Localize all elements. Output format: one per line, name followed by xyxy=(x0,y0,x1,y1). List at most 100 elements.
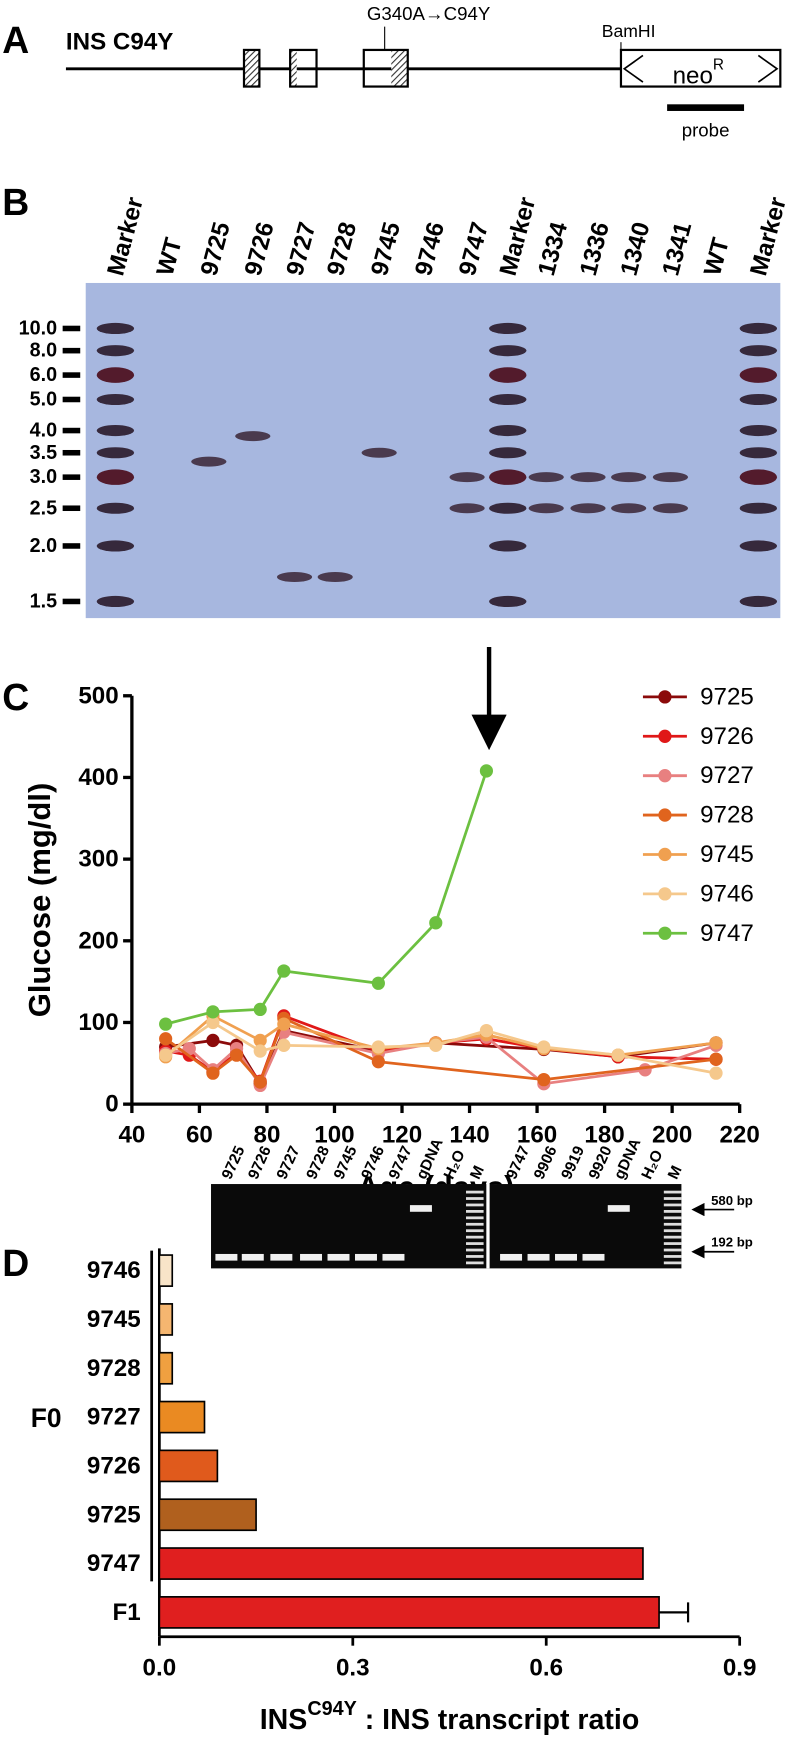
gel-lane-label: 9747 xyxy=(503,1144,533,1183)
gel-band xyxy=(382,1253,405,1261)
size-label: 8.0 xyxy=(30,340,57,362)
x-tick-label: 180 xyxy=(584,1122,624,1149)
lane-label: 9728 xyxy=(322,219,362,278)
marker-band xyxy=(489,367,527,383)
gel-band xyxy=(354,1253,377,1261)
marker-band xyxy=(739,595,778,608)
gel-band xyxy=(270,1253,293,1261)
construct-label: INS C94Y xyxy=(66,29,173,56)
data-point xyxy=(479,764,494,778)
blot-band xyxy=(276,572,313,583)
legend-marker xyxy=(658,729,672,743)
marker-band xyxy=(489,595,527,608)
panel-label: B xyxy=(2,181,29,223)
data-point xyxy=(709,1052,723,1066)
marker-band xyxy=(96,367,135,383)
data-point xyxy=(253,1044,267,1058)
x-axis-title: INSC94Y : INS transcript ratio xyxy=(260,1698,640,1736)
ladder-band xyxy=(465,1235,484,1239)
ladder-band xyxy=(465,1216,484,1220)
lane-label: 9745 xyxy=(366,219,406,278)
marker-band xyxy=(489,425,527,437)
gel-lane-label: 9728 xyxy=(303,1143,333,1182)
size-label: 3.5 xyxy=(30,442,57,464)
exon xyxy=(289,48,318,88)
ladder-band xyxy=(663,1229,682,1233)
data-point xyxy=(159,1017,173,1031)
size-tick xyxy=(62,543,81,549)
gel-lane-label: 9727 xyxy=(274,1144,304,1183)
ladder-band xyxy=(663,1248,682,1252)
exon xyxy=(290,49,297,87)
gel-band xyxy=(607,1205,630,1212)
gel-band xyxy=(215,1253,238,1261)
gel-lane-label: 9726 xyxy=(245,1143,275,1182)
marker-band xyxy=(489,469,527,485)
legend-label: 9728 xyxy=(700,802,754,829)
gel-lane-label: M xyxy=(665,1163,686,1182)
ladder-band xyxy=(663,1190,682,1194)
legend-marker xyxy=(658,926,672,940)
legend-marker xyxy=(658,808,672,822)
legend-label: 9727 xyxy=(700,762,754,789)
ladder-band xyxy=(663,1203,682,1207)
marker-band xyxy=(739,367,778,383)
blot-band xyxy=(235,431,271,442)
size-tick xyxy=(62,505,81,512)
marker-band xyxy=(489,447,527,459)
x-tick-label: 220 xyxy=(720,1122,760,1149)
data-point xyxy=(611,1048,625,1062)
ladder-band xyxy=(663,1210,682,1213)
gel-band xyxy=(300,1253,323,1261)
blot-band xyxy=(570,472,606,483)
marker-band xyxy=(96,502,135,514)
bar xyxy=(158,1351,174,1385)
category-label: 9726 xyxy=(87,1452,141,1479)
neo-box xyxy=(619,48,782,88)
y-tick-label: 0 xyxy=(105,1091,118,1118)
data-point xyxy=(206,1005,220,1019)
data-point xyxy=(479,1023,494,1038)
x-title-sup: C94Y xyxy=(307,1698,356,1720)
size-tick xyxy=(62,347,81,354)
marker-band xyxy=(96,595,135,608)
ladder-band xyxy=(465,1197,484,1200)
lane-label: WT xyxy=(699,235,735,279)
size-label: 5.0 xyxy=(30,388,57,410)
x-tick-label: 0.3 xyxy=(336,1654,370,1681)
blot xyxy=(85,282,781,619)
data-point xyxy=(253,1075,267,1089)
marker-band xyxy=(739,345,778,357)
data-point xyxy=(429,1038,443,1052)
marker-band xyxy=(96,469,135,485)
lane-label: 9725 xyxy=(196,219,236,278)
lane-label: Marker xyxy=(745,194,792,279)
x-tick-label: 0.6 xyxy=(529,1654,563,1681)
y-axis-title: Glucose (mg/dl) xyxy=(22,783,57,1018)
x-tick-label: 0.0 xyxy=(143,1654,177,1681)
legend-marker xyxy=(658,769,672,783)
error-bar xyxy=(659,1602,690,1623)
gel-lane-label: 9906 xyxy=(531,1143,561,1182)
data-point xyxy=(537,1040,551,1054)
data-point xyxy=(537,1072,551,1087)
legend-marker xyxy=(658,690,672,704)
x-tick-label: 100 xyxy=(314,1122,354,1149)
ladder-band xyxy=(663,1242,682,1245)
lane-label: 1336 xyxy=(575,219,615,278)
blot-band xyxy=(611,472,647,483)
lane-label: 1341 xyxy=(657,219,697,278)
y-tick-label: 200 xyxy=(78,927,118,954)
marker-band xyxy=(739,540,778,552)
series-line xyxy=(165,770,488,1026)
lane-label: 1334 xyxy=(533,219,573,279)
size-label: 580 bp xyxy=(711,1193,753,1208)
data-point xyxy=(277,964,291,978)
data-point xyxy=(253,1033,267,1048)
mutation-label: G340A→C94Y xyxy=(367,3,491,24)
legend-label: 9747 xyxy=(700,920,754,947)
legend-marker xyxy=(658,847,672,862)
x-title-rest: : INS transcript ratio xyxy=(357,1704,640,1736)
gel-band xyxy=(327,1253,350,1261)
